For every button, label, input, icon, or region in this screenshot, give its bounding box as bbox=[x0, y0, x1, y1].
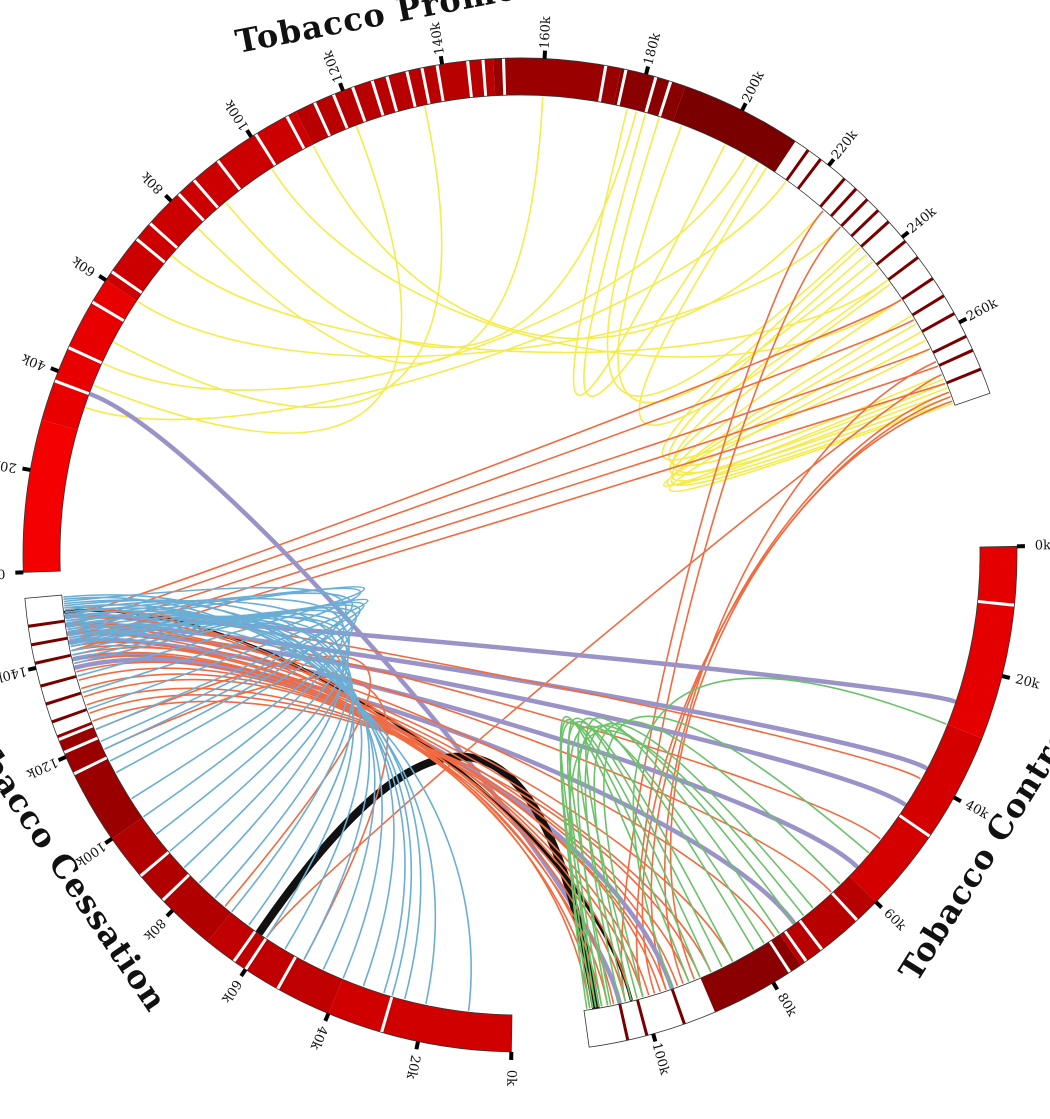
promotion-tick-label-0: 0k bbox=[0, 565, 6, 581]
link-35 bbox=[671, 401, 952, 978]
promotion-tick-9 bbox=[646, 67, 648, 75]
cessation-tick-label-3: 60k bbox=[218, 977, 244, 1006]
cessation-band-0 bbox=[328, 979, 512, 1051]
promotion-tick-label-11: 220k bbox=[829, 128, 861, 163]
link-96 bbox=[604, 716, 868, 996]
promotion-tick-label-12: 240k bbox=[905, 204, 940, 237]
promotion-tick-label-13: 260k bbox=[964, 296, 1000, 325]
control-band-0 bbox=[948, 546, 1017, 738]
promotion-band-0 bbox=[23, 420, 77, 573]
promotion-tick-label-8: 160k bbox=[538, 16, 555, 50]
control-tick-label-5: 100k bbox=[649, 1041, 672, 1077]
control-tick-label-4: 80k bbox=[774, 991, 799, 1020]
control-tick-label-1: 20k bbox=[1014, 672, 1041, 693]
promotion-tick-label-1: 20k bbox=[0, 456, 18, 475]
promotion-tick-label-2: 40k bbox=[20, 350, 48, 373]
promotion-tick-label-7: 140k bbox=[428, 21, 448, 56]
cessation-band-3 bbox=[57, 722, 142, 839]
control-tick-5 bbox=[653, 1034, 655, 1042]
links-layer bbox=[64, 98, 954, 1011]
promotion-tick-11 bbox=[829, 159, 834, 165]
promotion-tick-label-6: 120k bbox=[321, 48, 347, 84]
promotion-band-3 bbox=[296, 59, 495, 145]
link-27 bbox=[67, 320, 913, 625]
control-tick-label-0: 0k bbox=[1035, 538, 1050, 553]
tick-layer: 0k 20k 40k 60k 80k 100k 120k 140k 160k 180k 200k 22… bbox=[0, 16, 1050, 1086]
promotion-tick-label-10: 200k bbox=[740, 69, 768, 105]
promotion-tick-4 bbox=[166, 195, 172, 201]
promotion-tick-label-4: 80k bbox=[139, 168, 167, 196]
ideogram-layer bbox=[23, 58, 1017, 1052]
cessation-tick-label-1: 20k bbox=[403, 1053, 423, 1080]
cessation-tick-label-6: 120k bbox=[24, 754, 60, 781]
promotion-tick-2 bbox=[51, 368, 58, 371]
cessation-tick-label-2: 40k bbox=[307, 1023, 330, 1051]
promotion-tick-6 bbox=[340, 83, 343, 90]
promotion-tick-label-5: 100k bbox=[222, 97, 252, 133]
control-tick-2 bbox=[954, 797, 961, 801]
link-6 bbox=[173, 256, 887, 352]
control-tick-label-3: 60k bbox=[881, 906, 909, 934]
cessation-tick-4 bbox=[167, 910, 173, 916]
promotion-tick-7 bbox=[441, 56, 442, 64]
cessation-tick-5 bbox=[105, 839, 112, 844]
link-18 bbox=[672, 300, 950, 481]
promotion-tick-1 bbox=[22, 469, 30, 470]
promotion-band-1 bbox=[42, 280, 137, 430]
cessation-tick-3 bbox=[241, 969, 245, 976]
cessation-tick-1 bbox=[416, 1041, 418, 1049]
promotion-tick-label-3: 60k bbox=[70, 253, 99, 279]
link-24 bbox=[637, 227, 840, 996]
link-9 bbox=[313, 146, 822, 338]
promotion-tick-label-9: 180k bbox=[641, 31, 664, 67]
control-tick-3 bbox=[876, 902, 882, 908]
control-tick-1 bbox=[1002, 676, 1010, 678]
cessation-tick-label-0: 0k bbox=[503, 1070, 518, 1087]
cessation-tick-6 bbox=[59, 757, 66, 760]
promotion-band-2 bbox=[106, 111, 313, 300]
promotion-tick-12 bbox=[902, 232, 908, 237]
promotion-tick-10 bbox=[742, 103, 746, 110]
cessation-band-2 bbox=[112, 818, 231, 942]
cessation-tick-label-4: 80k bbox=[140, 915, 168, 943]
promotion-tick-5 bbox=[247, 130, 251, 137]
promotion-tick-13 bbox=[959, 319, 966, 323]
cessation-tick-label-7: 140k bbox=[0, 663, 28, 685]
cessation-tick-7 bbox=[28, 668, 36, 670]
link-8 bbox=[272, 170, 900, 357]
cessation-tick-2 bbox=[325, 1014, 328, 1021]
promotion-tick-3 bbox=[99, 276, 106, 280]
link-30 bbox=[72, 384, 945, 651]
control-tick-4 bbox=[773, 983, 777, 990]
